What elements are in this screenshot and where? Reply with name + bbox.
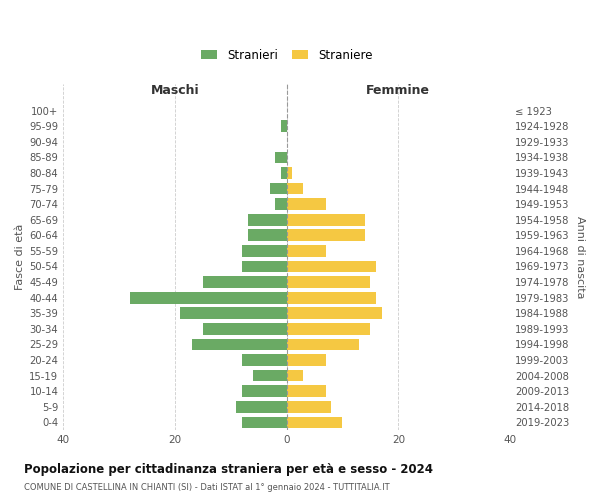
Bar [242,386,287,397]
Bar [287,260,376,272]
Bar [242,260,287,272]
Bar [130,292,287,304]
Text: Maschi: Maschi [151,84,199,96]
Bar [242,245,287,257]
Bar [287,245,326,257]
Bar [287,167,292,179]
Text: Popolazione per cittadinanza straniera per età e sesso - 2024: Popolazione per cittadinanza straniera p… [24,462,433,475]
Bar [287,276,370,288]
Bar [242,354,287,366]
Bar [287,338,359,350]
Bar [281,167,287,179]
Bar [287,230,365,241]
Bar [270,182,287,194]
Bar [287,354,326,366]
Bar [181,308,287,319]
Bar [242,416,287,428]
Y-axis label: Anni di nascita: Anni di nascita [575,216,585,298]
Y-axis label: Fasce di età: Fasce di età [15,224,25,290]
Bar [287,182,304,194]
Bar [287,416,343,428]
Bar [287,370,304,382]
Text: COMUNE DI CASTELLINA IN CHIANTI (SI) - Dati ISTAT al 1° gennaio 2024 - TUTTITALI: COMUNE DI CASTELLINA IN CHIANTI (SI) - D… [24,483,389,492]
Bar [236,401,287,412]
Bar [287,198,326,210]
Text: Femmine: Femmine [367,84,430,96]
Bar [253,370,287,382]
Bar [287,308,382,319]
Bar [275,198,287,210]
Bar [287,386,326,397]
Bar [248,214,287,226]
Bar [203,276,287,288]
Bar [287,292,376,304]
Bar [248,230,287,241]
Bar [203,323,287,334]
Bar [281,120,287,132]
Bar [191,338,287,350]
Bar [287,323,370,334]
Bar [287,214,365,226]
Bar [275,152,287,163]
Legend: Stranieri, Straniere: Stranieri, Straniere [197,45,376,65]
Bar [287,401,331,412]
